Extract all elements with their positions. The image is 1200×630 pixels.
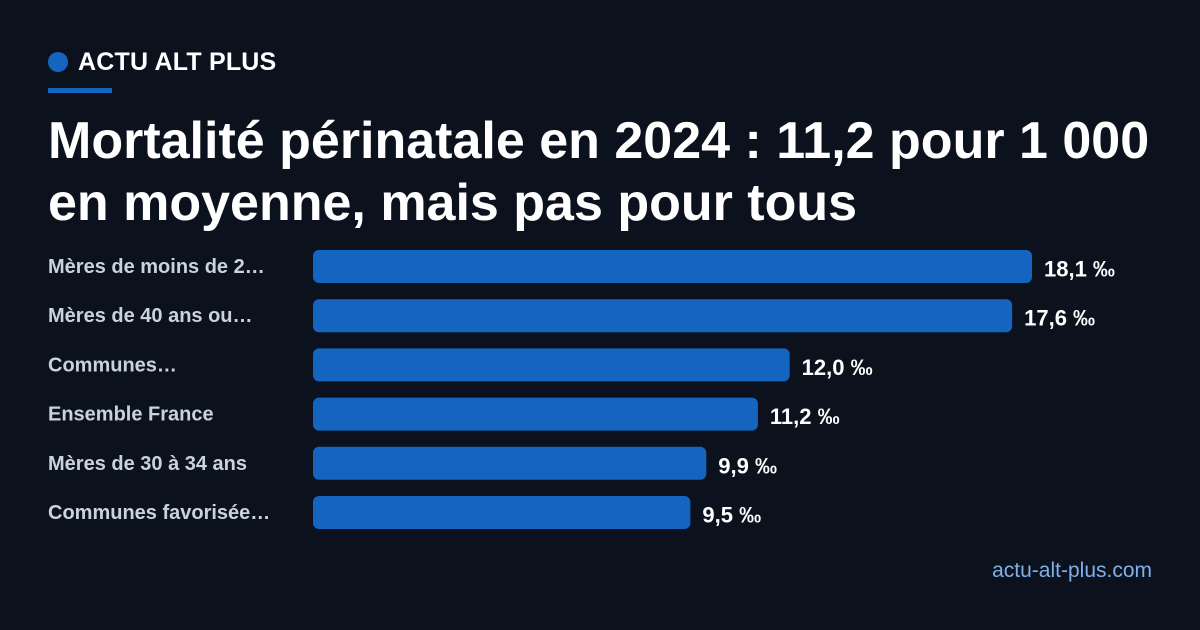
value-label: 18,1 ‰ [1044, 257, 1115, 282]
value-label: 9,5 ‰ [702, 503, 761, 528]
category-label: Ensemble France [48, 404, 214, 426]
bar [313, 397, 758, 431]
category-label: Communes favorisée… [48, 502, 270, 524]
value-label: 11,2 ‰ [770, 404, 840, 429]
category-label: Mères de moins de 2… [48, 256, 265, 278]
brand-name: ACTU ALT PLUS [78, 48, 277, 76]
value-label: 9,9 ‰ [718, 453, 777, 478]
brand-underline [48, 88, 112, 93]
value-label: 12,0 ‰ [802, 355, 873, 380]
footer-url[interactable]: actu-alt-plus.com [992, 559, 1152, 582]
value-label: 17,6 ‰ [1024, 306, 1095, 331]
brand: ACTU ALT PLUS [48, 48, 276, 77]
bar [313, 496, 691, 529]
page-title: Mortalité périnatale en 2024 : 11,2 pour… [48, 112, 1150, 232]
bar [313, 446, 707, 480]
category-label: Mères de 40 ans ou… [48, 305, 253, 327]
brand-dot-icon [48, 51, 68, 72]
bar [313, 348, 790, 382]
category-label: Mères de 30 à 34 ans [48, 453, 247, 475]
category-label: Communes… [48, 354, 177, 376]
bar [313, 299, 1013, 333]
bar [313, 250, 1032, 283]
